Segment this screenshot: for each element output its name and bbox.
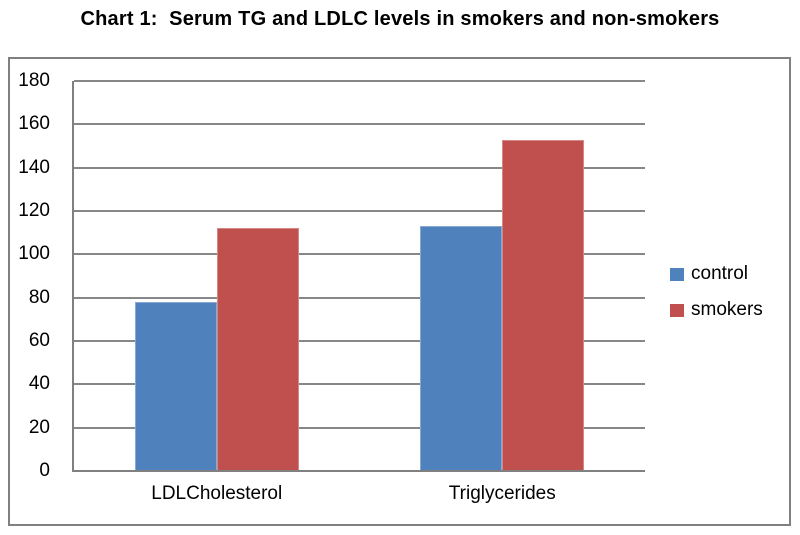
y-axis-tick-labels: 0 20 40 60 80 100 120 140 160 180: [10, 71, 50, 481]
bar-control-Triglycerides: [420, 226, 503, 471]
gridline: [74, 296, 645, 299]
gridline: [74, 166, 645, 169]
y-tick-label: 120: [18, 200, 50, 221]
legend-label-control: control: [691, 263, 749, 284]
y-tick-label: 80: [28, 286, 50, 308]
y-axis-line: [72, 81, 74, 472]
gridline: [74, 123, 645, 126]
y-tick-label: 180: [18, 70, 50, 91]
legend-swatch-smokers-icon: [670, 303, 684, 317]
x-category-label: LDLCholesterol: [151, 483, 283, 504]
x-category-label: Triglycerides: [448, 483, 556, 504]
y-tick-label: 140: [18, 156, 50, 178]
gridline: [74, 340, 645, 342]
bar-smokers-LDLCholesterol: [216, 228, 299, 471]
legend: control smokers: [670, 262, 785, 322]
gridline: [74, 80, 645, 82]
y-tick-label: 0: [39, 460, 50, 481]
y-tick-label: 40: [28, 373, 50, 395]
chart-title: Chart 1: Serum TG and LDLC levels in smo…: [80, 8, 720, 30]
legend-item-smokers: smokers: [670, 298, 785, 322]
legend-swatch-control-icon: [670, 267, 684, 281]
gridline: [74, 253, 645, 256]
y-tick-label: 20: [28, 416, 50, 438]
plot-area: [72, 80, 645, 472]
y-tick-label: 60: [28, 330, 50, 351]
bar-smokers-Triglycerides: [502, 139, 585, 471]
legend-item-control: control: [670, 262, 785, 286]
legend-label-smokers: smokers: [691, 299, 763, 320]
y-tick-label: 100: [18, 243, 50, 265]
gridline: [74, 426, 645, 429]
chart-frame: 0 20 40 60 80 100 120 140 160 180 LDLCholesterol T…: [8, 57, 791, 526]
x-axis-category-labels: LDLCholesterol Triglycerides: [74, 483, 645, 509]
gridline: [74, 383, 645, 386]
y-tick-label: 160: [18, 113, 50, 135]
gridline: [74, 210, 645, 212]
x-axis-line: [74, 470, 645, 472]
bar-control-LDLCholesterol: [134, 302, 217, 471]
